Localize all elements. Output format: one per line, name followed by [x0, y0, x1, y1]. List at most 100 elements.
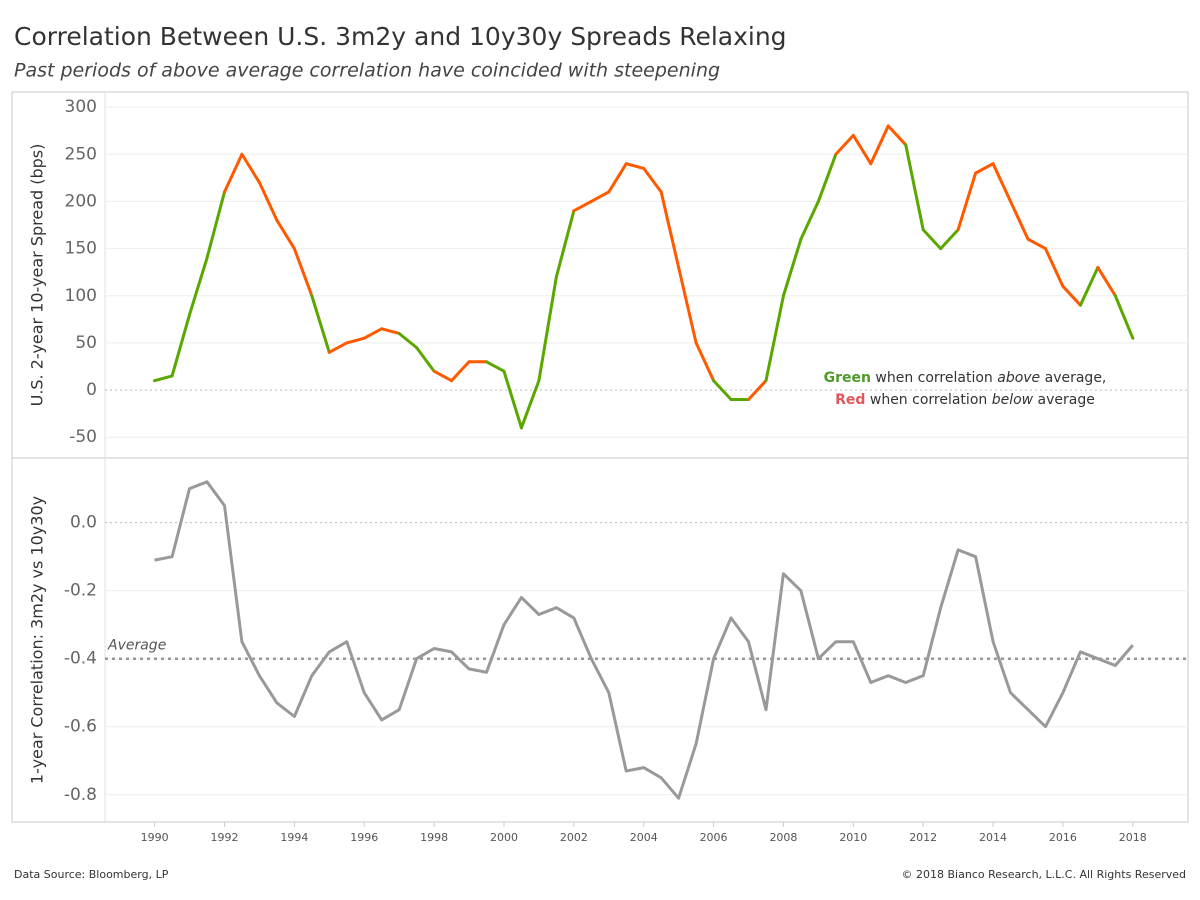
- x-tick-label: 1994: [280, 831, 308, 844]
- line-segment: [222, 152, 244, 194]
- line-segment: [642, 166, 663, 194]
- x-tick-label: 2000: [490, 831, 518, 844]
- line-segment: [572, 199, 593, 213]
- line-segment: [1078, 265, 1100, 307]
- line-segment: [1009, 199, 1030, 241]
- annotation-part: average: [1033, 392, 1095, 408]
- x-tick-label: 2004: [630, 831, 658, 844]
- line-segment: [205, 190, 226, 260]
- line-segment: [415, 346, 436, 373]
- y-tick-label: -0.8: [64, 785, 97, 805]
- annotation-part: average,: [1040, 370, 1106, 386]
- line-segment: [764, 294, 785, 383]
- x-tick-label: 1990: [141, 831, 169, 844]
- line-segment: [1096, 265, 1117, 298]
- y-tick-label: -50: [69, 427, 97, 447]
- x-tick-label: 2014: [979, 831, 1007, 844]
- subtitle: Past periods of above average correlatio…: [14, 60, 720, 82]
- line-segment: [904, 143, 925, 232]
- line-segment: [712, 379, 733, 402]
- line-segment: [974, 162, 995, 175]
- y-tick-label: 150: [65, 239, 97, 259]
- line-segment: [153, 374, 174, 383]
- line-segment: [450, 360, 471, 383]
- annotation-part: Red: [835, 392, 865, 408]
- x-tick-label: 2008: [769, 831, 797, 844]
- line-segment: [397, 331, 419, 350]
- line-segment: [519, 379, 541, 430]
- annotation-part: Green: [824, 370, 871, 386]
- line-segment: [1113, 294, 1135, 340]
- y-tick-label: 250: [65, 144, 97, 164]
- line-segment: [816, 152, 838, 203]
- line-segment: [188, 256, 209, 317]
- line-segment: [851, 133, 873, 166]
- line-segment: [484, 360, 506, 373]
- annotation-part: above: [997, 370, 1040, 386]
- line-segment: [292, 247, 314, 298]
- line-segment: [537, 275, 558, 383]
- annotation-part: when correlation: [865, 392, 991, 408]
- line-segment: [659, 190, 681, 269]
- y-axis-title: 1-year Correlation: 3m2y vs 10y30y: [28, 496, 47, 784]
- line-segment: [362, 327, 384, 340]
- y-tick-label: 300: [65, 97, 97, 117]
- line: [154, 480, 1134, 800]
- line-segment: [886, 124, 908, 147]
- x-tick-label: 1996: [350, 831, 378, 844]
- line-segment: [345, 336, 366, 345]
- line-segment: [1026, 237, 1047, 251]
- line-segment: [257, 181, 279, 222]
- line-segment: [1061, 284, 1082, 307]
- line-segment: [624, 162, 646, 170]
- line-segment: [432, 369, 454, 383]
- line-segment: [607, 162, 628, 194]
- y-tick-label: 100: [65, 286, 97, 306]
- annotation-part: below: [992, 392, 1034, 408]
- line-segment: [677, 265, 698, 345]
- source: Data Source: Bloomberg, LP: [14, 868, 169, 881]
- line-segment: [694, 341, 716, 383]
- x-tick-label: 2012: [909, 831, 937, 844]
- line-segment: [240, 152, 261, 185]
- line-segment: [275, 218, 296, 251]
- line-segment: [380, 327, 401, 335]
- x-tick-label: 1992: [210, 831, 238, 844]
- y-tick-label: 50: [75, 333, 97, 353]
- line-segment: [921, 228, 943, 251]
- annotation: Green when correlation above average,: [824, 370, 1107, 386]
- y-tick-label: -0.2: [64, 581, 97, 601]
- line-segment: [170, 313, 192, 378]
- annotation: Red when correlation below average: [835, 392, 1095, 408]
- x-tick-label: 2006: [700, 831, 728, 844]
- y-tick-label: -0.6: [64, 717, 97, 737]
- line-segment: [956, 171, 978, 232]
- line-segment: [502, 369, 523, 430]
- annotation-part: when correlation: [871, 370, 997, 386]
- x-tick-label: 1998: [420, 831, 448, 844]
- line-segment: [747, 379, 768, 402]
- line-segment: [310, 294, 331, 354]
- line-segment: [554, 209, 576, 279]
- line-segment: [781, 237, 803, 298]
- line-segment: [834, 133, 855, 156]
- line-segment: [327, 341, 349, 354]
- line-segment: [869, 124, 890, 166]
- y-tick-label: 200: [65, 191, 97, 211]
- line-segment: [589, 190, 611, 203]
- x-tick-label: 2018: [1119, 831, 1147, 844]
- line-segment: [799, 199, 820, 241]
- line-segment: [1043, 247, 1065, 288]
- y-tick-label: 0.0: [70, 513, 97, 533]
- copyright: © 2018 Bianco Research, L.L.C. All Right…: [902, 868, 1186, 881]
- title: Correlation Between U.S. 3m2y and 10y30y…: [14, 22, 787, 51]
- y-tick-label: 0: [86, 380, 97, 400]
- x-tick-label: 2002: [560, 831, 588, 844]
- frame: [11, 91, 1189, 823]
- line-segment: [991, 162, 1013, 203]
- x-tick-label: 2016: [1049, 831, 1077, 844]
- y-axis-title: U.S. 2-year 10-year Spread (bps): [28, 144, 47, 407]
- line-segment: [939, 228, 960, 251]
- x-tick-label: 2010: [839, 831, 867, 844]
